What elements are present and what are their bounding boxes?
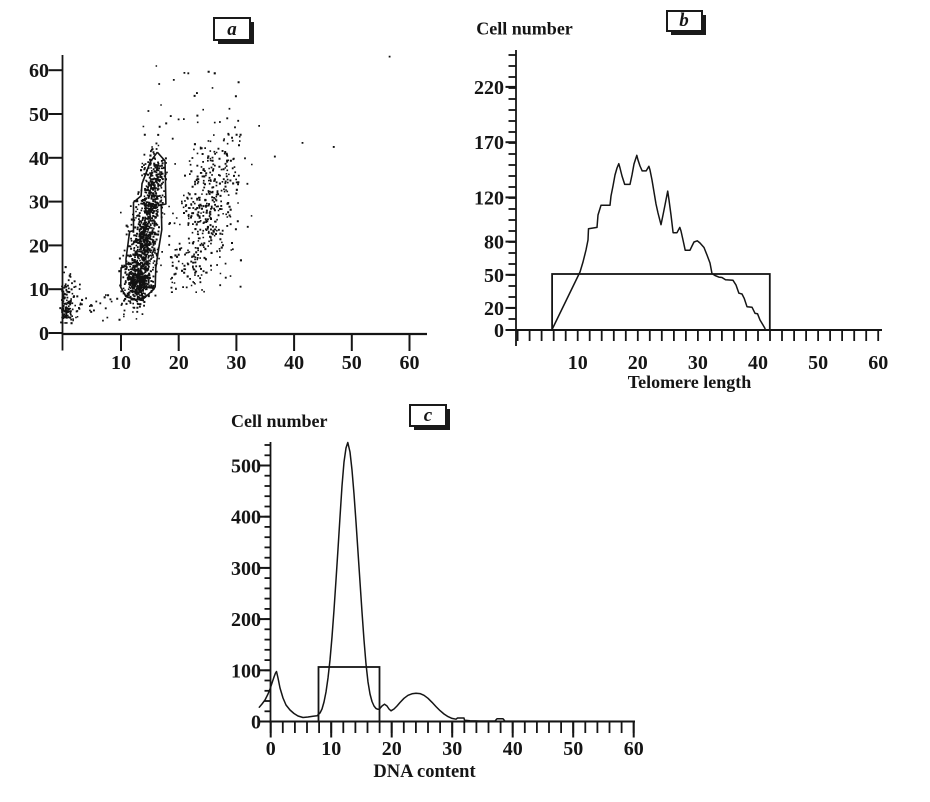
svg-text:Cell number: Cell number <box>231 411 328 431</box>
svg-text:b: b <box>679 10 689 31</box>
svg-text:Cell number: Cell number <box>476 19 573 39</box>
svg-text:500: 500 <box>231 456 261 478</box>
svg-text:20: 20 <box>628 352 648 374</box>
svg-text:60: 60 <box>400 352 420 374</box>
svg-text:30: 30 <box>688 352 708 374</box>
svg-text:10: 10 <box>321 738 341 760</box>
svg-text:50: 50 <box>29 104 49 126</box>
svg-text:200: 200 <box>231 609 261 631</box>
svg-text:c: c <box>424 405 433 426</box>
svg-text:30: 30 <box>442 738 462 760</box>
svg-text:20: 20 <box>29 235 49 257</box>
svg-text:170: 170 <box>474 132 504 154</box>
svg-text:10: 10 <box>29 279 49 301</box>
svg-text:10: 10 <box>568 352 588 374</box>
svg-text:0: 0 <box>266 738 276 760</box>
svg-text:a: a <box>227 19 237 40</box>
svg-text:10: 10 <box>111 352 131 374</box>
svg-text:60: 60 <box>29 60 49 82</box>
svg-text:220: 220 <box>474 77 504 99</box>
svg-text:30: 30 <box>29 192 49 214</box>
svg-text:80: 80 <box>484 232 504 254</box>
svg-text:40: 40 <box>503 738 523 760</box>
svg-text:50: 50 <box>342 352 362 374</box>
svg-text:Telomere length: Telomere length <box>628 372 752 392</box>
svg-text:20: 20 <box>484 298 504 320</box>
svg-text:0: 0 <box>251 712 261 734</box>
svg-text:20: 20 <box>382 738 402 760</box>
svg-text:40: 40 <box>29 148 49 170</box>
svg-text:100: 100 <box>231 660 261 682</box>
svg-text:60: 60 <box>868 352 888 374</box>
svg-text:50: 50 <box>563 738 583 760</box>
svg-text:0: 0 <box>39 323 49 345</box>
svg-text:DNA content: DNA content <box>373 762 476 782</box>
svg-text:120: 120 <box>474 187 504 209</box>
svg-text:0: 0 <box>494 320 504 342</box>
svg-text:400: 400 <box>231 507 261 529</box>
svg-text:300: 300 <box>231 558 261 580</box>
svg-text:30: 30 <box>226 352 246 374</box>
svg-text:50: 50 <box>484 265 504 287</box>
svg-text:60: 60 <box>624 738 644 760</box>
svg-text:20: 20 <box>169 352 189 374</box>
svg-text:40: 40 <box>748 352 768 374</box>
svg-text:40: 40 <box>284 352 304 374</box>
svg-text:50: 50 <box>808 352 828 374</box>
